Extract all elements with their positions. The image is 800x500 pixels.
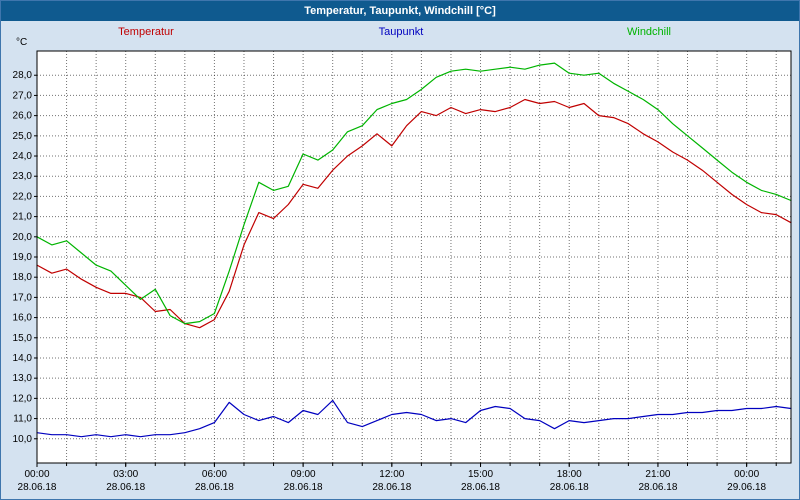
x-date-label: 28.06.18: [195, 482, 234, 493]
y-tick-label: 10,0: [13, 434, 33, 445]
x-date-label: 28.06.18: [638, 482, 677, 493]
x-date-label: 28.06.18: [372, 482, 411, 493]
x-time-label: 06:00: [202, 469, 227, 480]
legend-taupunkt: Taupunkt: [378, 26, 424, 38]
y-tick-label: 25,0: [13, 131, 33, 142]
x-date-label: 28.06.18: [461, 482, 500, 493]
y-tick-label: 22,0: [13, 191, 33, 202]
y-axis-unit-label: °C: [16, 37, 28, 48]
plot-area: [37, 51, 791, 463]
x-time-label: 09:00: [291, 469, 316, 480]
y-tick-label: 16,0: [13, 313, 33, 324]
y-tick-label: 19,0: [13, 252, 33, 263]
y-tick-label: 14,0: [13, 353, 33, 364]
series-taupunkt: [36, 399, 792, 438]
series-temperatur: [36, 98, 792, 329]
y-tick-label: 11,0: [13, 414, 32, 425]
x-time-label: 00:00: [24, 469, 49, 480]
y-tick-label: 24,0: [13, 151, 33, 162]
x-date-label: 29.06.18: [727, 482, 766, 493]
x-date-label: 28.06.18: [284, 482, 323, 493]
x-time-label: 15:00: [468, 469, 493, 480]
x-time-label: 00:00: [734, 469, 759, 480]
y-tick-label: 17,0: [13, 292, 33, 303]
series-windchill: [36, 62, 792, 325]
title-bar: Temperatur, Taupunkt, Windchill [°C]: [1, 1, 799, 21]
y-tick-label: 12,0: [13, 393, 33, 404]
x-time-label: 21:00: [645, 469, 670, 480]
x-time-label: 18:00: [557, 469, 582, 480]
y-tick-label: 18,0: [13, 272, 33, 283]
x-date-label: 28.06.18: [18, 482, 57, 493]
y-tick-label: 15,0: [13, 333, 33, 344]
x-date-label: 28.06.18: [106, 482, 145, 493]
y-tick-label: 21,0: [13, 212, 33, 223]
x-date-label: 28.06.18: [550, 482, 589, 493]
chart-plot: 10,0 11,0 12,0 13,0 14,0 15,0 16,0 17,0 18,0 19,0…: [13, 50, 792, 493]
plot-border: [36, 50, 792, 464]
window-title: Temperatur, Taupunkt, Windchill [°C]: [304, 5, 496, 17]
y-tick-label: 13,0: [13, 373, 33, 384]
y-tick-label: 28,0: [13, 70, 33, 81]
y-tick-label: 27,0: [13, 90, 33, 101]
x-time-label: 12:00: [379, 469, 404, 480]
y-tick-label: 20,0: [13, 232, 33, 243]
legend-windchill: Windchill: [626, 26, 672, 38]
legend-temperatur: Temperatur: [118, 26, 174, 38]
y-tick-label: 26,0: [13, 111, 33, 122]
y-tick-label: 23,0: [13, 171, 33, 182]
x-time-label: 03:00: [113, 469, 138, 480]
